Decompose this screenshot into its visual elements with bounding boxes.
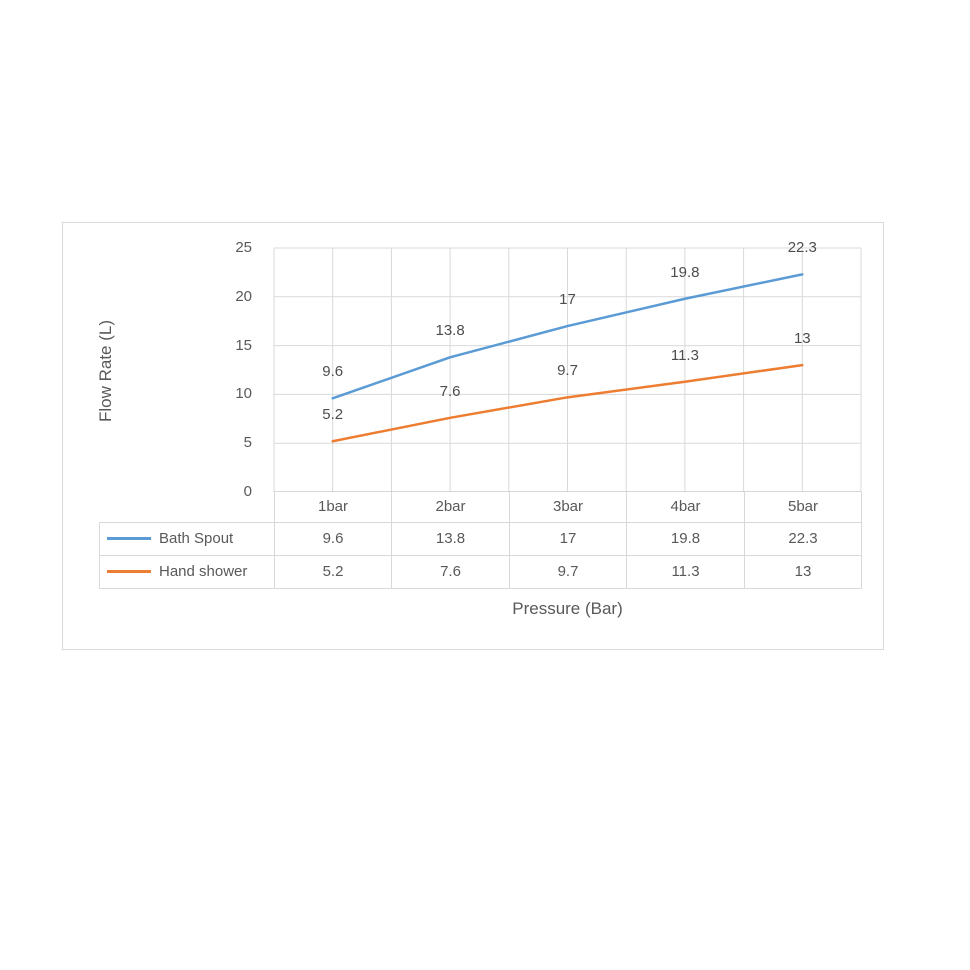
data-label: 11.3 [670, 346, 699, 364]
y-tick-label: 5 [243, 434, 252, 452]
y-axis-title: Flow Rate (L) [96, 319, 115, 423]
legend-line-icon [107, 569, 151, 573]
x-axis-title: Pressure (Bar) [512, 599, 623, 618]
series-name-label: Hand shower [159, 563, 248, 580]
table-cell: 17 [509, 521, 627, 556]
category-header: 2bar [391, 492, 510, 523]
y-tick-label: 10 [235, 385, 252, 403]
y-tick-label: 0 [243, 483, 252, 500]
series-name-label: Bath Spout [159, 530, 234, 547]
data-label: 13.8 [435, 322, 465, 340]
table-cell: 19.8 [626, 521, 745, 556]
table-cell: 9.6 [274, 521, 392, 556]
data-label: 7.6 [439, 382, 461, 400]
data-label: 17 [559, 291, 576, 309]
series-name-cell: Hand shower [99, 554, 275, 589]
y-tick-label: 20 [235, 287, 252, 305]
data-label: 9.6 [322, 363, 344, 381]
data-label: 22.3 [787, 239, 817, 257]
category-header: 4bar [626, 492, 745, 523]
data-label: 19.8 [670, 263, 700, 281]
legend-line-icon [107, 536, 151, 540]
series-line-bath-spout [331, 273, 804, 400]
category-header: 1bar [274, 492, 392, 523]
category-header: 5bar [744, 492, 862, 523]
data-label: 13 [793, 330, 811, 348]
table-row-bath-spout: Bath Spout 9.6 13.8 17 19.8 22.3 [99, 521, 862, 556]
category-header: 3bar [509, 492, 627, 523]
data-label: 5.2 [322, 406, 344, 424]
table-cell: 22.3 [744, 521, 862, 556]
table-cell: 11.3 [626, 554, 745, 589]
table-cell: 5.2 [274, 554, 392, 589]
table-header-row: 1bar 2bar 3bar 4bar 5bar [100, 492, 862, 523]
data-table: 1bar 2bar 3bar 4bar 5bar Bath Spout 9.6 13.8 17 1… [99, 492, 862, 589]
series-name-cell: Bath Spout [99, 521, 275, 556]
data-label: 9.7 [557, 362, 578, 380]
table-row-hand-shower: Hand shower 5.2 7.6 9.7 11.3 13 [99, 554, 862, 589]
table-cell: 7.6 [391, 554, 510, 589]
y-tick-label: 25 [235, 239, 252, 256]
series-line-hand-shower [331, 363, 804, 443]
table-cell: 9.7 [509, 554, 627, 589]
table-cell: 13.8 [391, 521, 510, 556]
y-tick-label: 15 [235, 336, 252, 354]
table-cell: 13 [744, 554, 862, 589]
chart-frame: Flow Rate (L) 0 5 10 15 20 25 9.6 13.8 17 19.8 22… [62, 222, 884, 650]
legend-spacer [100, 492, 275, 522]
